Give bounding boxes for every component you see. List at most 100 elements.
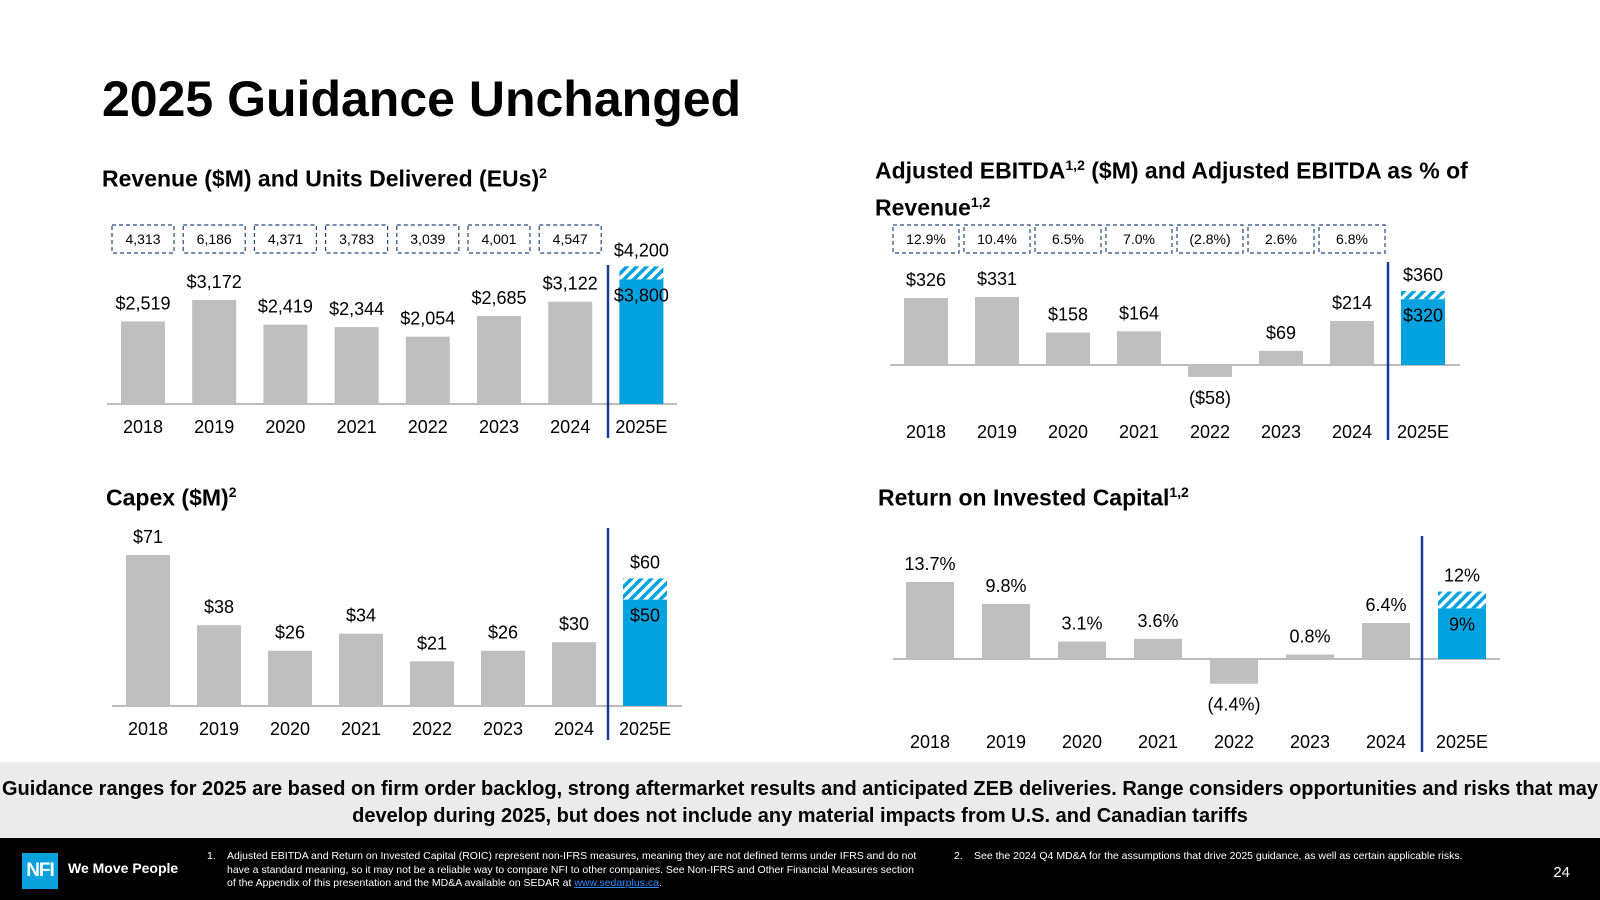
capex-bar <box>126 555 170 706</box>
ebitda-dashed-box <box>963 224 1031 254</box>
roic-label-guidance-high: 12% <box>1444 566 1480 586</box>
capex-bar-label: $26 <box>275 623 305 643</box>
ebitda-title-sup: 1,2 <box>1065 157 1085 173</box>
ebitda-bar <box>1117 331 1161 365</box>
revenue-category-label: 2019 <box>194 417 234 437</box>
revenue-label-guidance-low: $3,800 <box>614 285 669 305</box>
ebitda-category-label: 2020 <box>1048 422 1088 442</box>
ebitda-dashed-box <box>892 224 960 254</box>
footnote-1-end: . <box>658 877 662 889</box>
ebitda-bar-label: $331 <box>977 269 1017 289</box>
roic-bar <box>906 582 954 659</box>
revenue-bar <box>477 315 521 404</box>
revenue-bar-label: $3,172 <box>187 272 242 292</box>
ebitda-bar <box>1259 350 1303 365</box>
capex-category-label: 2024 <box>554 719 594 739</box>
capex-label-guidance-high: $60 <box>630 552 660 572</box>
roic-category-label: 2023 <box>1290 732 1330 752</box>
revenue-box-label: 4,313 <box>125 231 160 247</box>
tagline: We Move People <box>68 860 179 876</box>
revenue-category-label: 2020 <box>265 417 305 437</box>
revenue-bar-label: $2,685 <box>471 288 526 308</box>
revenue-bar-label: $2,419 <box>258 297 313 317</box>
revenue-bar-label: $2,344 <box>329 299 384 319</box>
revenue-bar <box>263 324 308 404</box>
capex-bar-label: $26 <box>488 623 518 643</box>
revenue-box-label: 3,783 <box>339 231 374 247</box>
revenue-guidance-range <box>619 266 664 280</box>
capex-bar <box>552 642 596 706</box>
ebitda-box-label: 6.5% <box>1052 231 1084 247</box>
ebitda-box-label: 10.4% <box>977 231 1017 247</box>
ebitda-dashed-box <box>1176 224 1244 254</box>
ebitda-bar-label: $158 <box>1048 305 1088 325</box>
roic-bar-label: (4.4%) <box>1207 695 1260 715</box>
capex-title-text: Capex ($M) <box>106 484 229 511</box>
revenue-category-label: 2025E <box>615 417 667 437</box>
roic-bar <box>982 603 1030 659</box>
roic-bar-label: 3.6% <box>1137 611 1178 631</box>
capex-bar <box>481 650 525 706</box>
capex-bar-label: $71 <box>133 527 163 547</box>
roic-title-text: Return on Invested Capital <box>878 484 1170 511</box>
revenue-box-label: 6,186 <box>197 231 232 247</box>
ebitda-bar-label: $69 <box>1266 323 1296 343</box>
ebitda-bar <box>1330 321 1374 365</box>
capex-guidance-range <box>623 578 667 600</box>
ebitda-category-label: 2024 <box>1332 422 1372 442</box>
roic-title-sup: 1,2 <box>1169 484 1189 500</box>
revenue-dashed-box <box>253 224 317 254</box>
roic-category-label: 2024 <box>1366 732 1406 752</box>
ebitda-category-label: 2023 <box>1261 422 1301 442</box>
capex-bar <box>197 625 241 706</box>
revenue-bar-label: $3,122 <box>543 274 598 294</box>
ebitda-dashed-box <box>1318 224 1386 254</box>
revenue-category-label: 2021 <box>337 417 377 437</box>
roic-category-label: 2018 <box>910 732 950 752</box>
roic-category-label: 2021 <box>1138 732 1178 752</box>
capex-category-label: 2019 <box>199 719 239 739</box>
ebitda-category-label: 2018 <box>906 422 946 442</box>
ebitda-bar-label: $214 <box>1332 293 1372 313</box>
revenue-dashed-box <box>538 224 602 254</box>
revenue-dashed-box <box>467 224 531 254</box>
footnote-2-number: 2. <box>954 850 963 862</box>
sedar-link[interactable]: www.sedarplus.ca <box>574 877 659 889</box>
capex-bar-guidance <box>623 599 667 706</box>
capex-category-label: 2022 <box>412 719 452 739</box>
ebitda-label-guidance-low: $320 <box>1403 305 1443 325</box>
revenue-dashed-box <box>325 224 389 254</box>
ebitda-box-label: 7.0% <box>1123 231 1155 247</box>
roic-category-label: 2025E <box>1436 732 1488 752</box>
capex-bar <box>410 661 454 706</box>
capex-bar <box>339 633 383 706</box>
ebitda-bar-label: $326 <box>906 270 946 290</box>
ebitda-bar <box>975 297 1019 365</box>
roic-label-guidance-low: 9% <box>1449 614 1475 634</box>
revenue-bar <box>548 301 593 404</box>
roic-category-label: 2019 <box>986 732 1026 752</box>
page-title: 2025 Guidance Unchanged <box>102 71 742 127</box>
revenue-bar-guidance <box>619 279 664 404</box>
ebitda-category-label: 2021 <box>1119 422 1159 442</box>
ebitda-bar-label: $164 <box>1119 303 1159 323</box>
roic-bar-label: 3.1% <box>1061 614 1102 634</box>
footnote-1-number: 1. <box>207 850 216 862</box>
roic-bar-guidance <box>1438 608 1486 659</box>
roic-bar <box>1362 623 1410 659</box>
capex-category-label: 2021 <box>341 719 381 739</box>
revenue-dashed-box <box>111 224 175 254</box>
capex-label-guidance-low: $50 <box>630 606 660 626</box>
revenue-bar <box>192 300 237 404</box>
revenue-bar-label: $2,519 <box>115 293 170 313</box>
revenue-box-label: 4,547 <box>553 231 588 247</box>
revenue-dashed-box <box>182 224 246 254</box>
revenue-category-label: 2018 <box>123 417 163 437</box>
ebitda-bar-label: ($58) <box>1189 388 1231 408</box>
roic-guidance-range <box>1438 591 1486 609</box>
ebitda-category-label: 2022 <box>1190 422 1230 442</box>
revenue-chart-title: Revenue ($M) and Units Delivered (EUs)2 <box>102 158 547 195</box>
ebitda-guidance-range <box>1401 291 1445 300</box>
roic-bar <box>1058 641 1106 659</box>
revenue-category-label: 2024 <box>550 417 590 437</box>
